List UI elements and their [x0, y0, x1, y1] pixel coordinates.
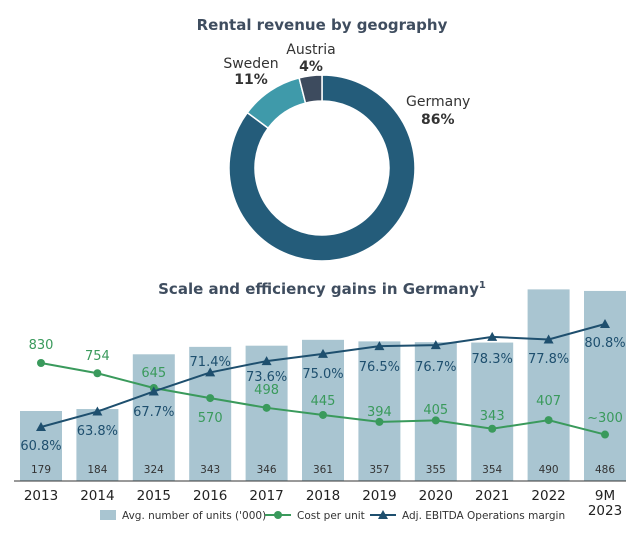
point-ebitda [92, 406, 103, 416]
cost-label: ~300 [587, 411, 623, 426]
point-cost [93, 369, 102, 378]
point-cost [319, 410, 327, 419]
bar-units [132, 354, 175, 481]
combo-title: Scale and efficiency gains in Germany1 [158, 280, 486, 298]
bar-label: 354 [482, 464, 502, 476]
ebitda-label: 75.0% [302, 367, 343, 382]
bar-label: 361 [313, 464, 333, 476]
bar-units [414, 342, 457, 481]
point-cost [206, 394, 215, 403]
x-tick-label: 2022 [531, 488, 565, 504]
bar-units [358, 341, 401, 481]
bar-label: 346 [257, 464, 277, 476]
legend-label-cost: Cost per unit [297, 510, 365, 522]
point-cost [375, 417, 384, 426]
cost-label: 754 [85, 349, 110, 364]
bar-label: 486 [595, 464, 615, 476]
point-cost [262, 403, 271, 412]
slice-pct-austria: 4% [299, 59, 323, 75]
cost-label: 445 [311, 394, 336, 409]
point-ebitda [148, 386, 159, 396]
x-tick-label: 2013 [24, 488, 58, 504]
ebitda-label: 76.5% [359, 360, 400, 375]
ebitda-label: 78.3% [472, 352, 513, 367]
bar-label: 355 [426, 464, 446, 476]
cost-label: 498 [254, 383, 279, 398]
donut-chart [228, 74, 416, 262]
cost-label: 407 [536, 394, 561, 409]
point-ebitda [487, 331, 498, 341]
bar-units [245, 345, 288, 481]
slice-pct-germany: 86% [421, 112, 455, 128]
bar-units [471, 342, 514, 481]
legend-swatch-units [100, 510, 116, 520]
bar-units [76, 409, 119, 481]
bar-label: 179 [31, 464, 51, 476]
point-ebitda [600, 319, 610, 328]
combo-title-text: Scale and efficiency gains in Germany [158, 280, 479, 298]
bar-label: 324 [144, 464, 164, 476]
point-cost [601, 430, 609, 439]
cost-label: 830 [29, 338, 54, 353]
ebitda-label: 80.8% [584, 336, 625, 351]
point-ebitda [261, 356, 272, 366]
legend: Avg. number of units ('000) Cost per uni… [100, 510, 565, 522]
x-tick-label: 9M [595, 488, 615, 504]
slice-label-sweden: Sweden [223, 56, 278, 72]
x-tick-label: 2017 [249, 488, 283, 504]
point-ebitda [36, 422, 46, 431]
ebitda-label: 67.7% [133, 405, 174, 420]
cost-label: 570 [198, 411, 223, 426]
point-ebitda [318, 348, 328, 358]
cost-label: 405 [423, 403, 448, 418]
bar-units [302, 339, 344, 481]
bar-label: 184 [87, 464, 107, 476]
legend-marker-ebitda [378, 510, 388, 519]
slice-label-germany: Germany [406, 94, 470, 110]
cost-label: 394 [367, 405, 392, 420]
ebitda-label: 60.8% [20, 439, 61, 454]
cost-label: 645 [141, 366, 166, 381]
donut-slice-austria [298, 74, 323, 104]
x-tick-label: 2016 [193, 488, 227, 504]
x-tick-label: 2019 [362, 488, 396, 504]
point-cost [431, 416, 440, 425]
point-cost [37, 359, 45, 367]
cost-label: 343 [480, 409, 505, 424]
point-ebitda [543, 334, 554, 344]
x-tick-label: 2015 [137, 488, 171, 504]
ebitda-label: 71.4% [190, 355, 231, 370]
legend-label-units: Avg. number of units ('000) [122, 510, 266, 522]
combo-chart: 179 184 324 343 346 361 357 355 354 490 486 830 754 6… [14, 289, 626, 519]
bar-label: 490 [539, 464, 559, 476]
bar-label: 357 [369, 464, 389, 476]
legend-label-ebitda: Adj. EBITDA Operations margin [402, 510, 565, 522]
legend-marker-cost [274, 511, 282, 519]
bar-label: 343 [200, 464, 220, 476]
ebitda-label: 73.6% [246, 370, 287, 385]
point-ebitda [430, 340, 441, 350]
combo-title-footnote: 1 [479, 280, 486, 291]
donut-title: Rental revenue by geography [197, 16, 448, 34]
donut-slice-germany [228, 74, 416, 262]
point-ebitda [205, 367, 216, 377]
point-cost [544, 416, 553, 425]
slice-pct-sweden: 11% [234, 72, 268, 88]
slice-label-austria: Austria [286, 42, 335, 58]
bar-units [527, 289, 570, 481]
ebitda-label: 63.8% [77, 424, 118, 439]
ebitda-label: 77.8% [528, 352, 569, 367]
x-tick-label: 2021 [475, 488, 509, 504]
x-tick-label: 2023 [588, 503, 622, 519]
x-tick-label: 2018 [306, 488, 340, 504]
point-cost [488, 424, 497, 433]
point-ebitda [374, 341, 385, 351]
x-tick-label: 2014 [80, 488, 114, 504]
x-tick-label: 2020 [419, 488, 453, 504]
ebitda-label: 76.7% [415, 360, 456, 375]
